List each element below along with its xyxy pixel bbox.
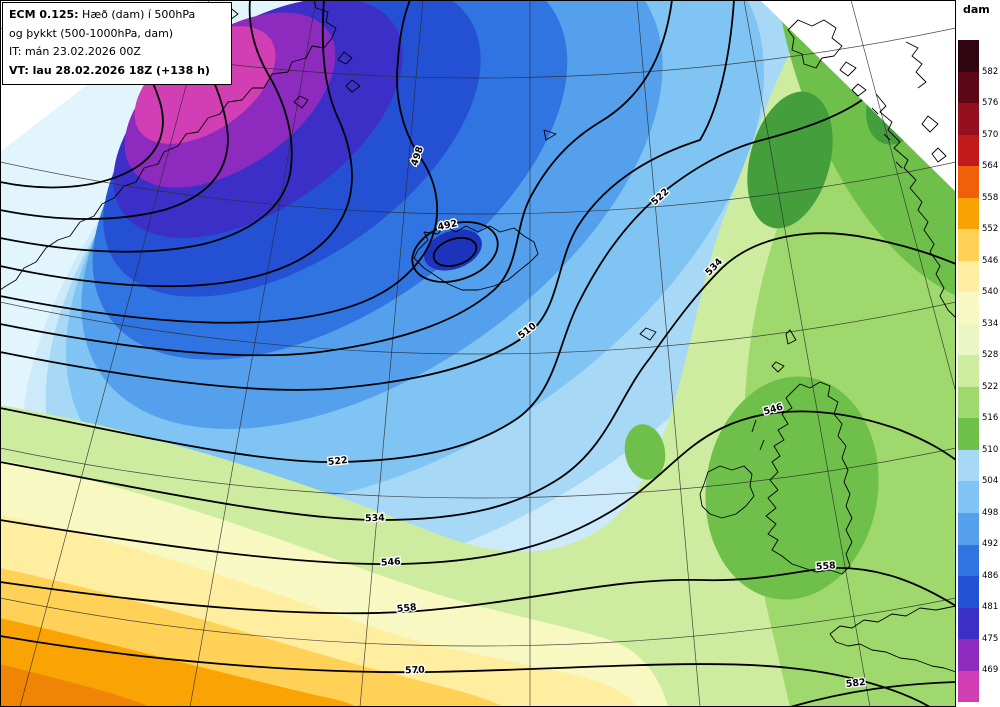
- legend-boundary-label: 510: [982, 444, 999, 455]
- legend-boundary-label: 582: [982, 66, 999, 77]
- contour-label: 558: [396, 602, 417, 615]
- legend-cell: [958, 229, 979, 261]
- legend-cell: [958, 418, 979, 450]
- info-line-2: og þykkt (500-1000hPa, dam): [9, 26, 174, 40]
- legend-boundary-label: 475: [982, 633, 999, 644]
- legend-cell: [958, 449, 979, 482]
- legend-title: dam: [963, 3, 990, 16]
- contour-label: 522: [327, 455, 348, 468]
- legend-boundary-label: 516: [982, 413, 999, 424]
- contour-label: 546: [381, 556, 402, 568]
- coastlines: [0, 0, 957, 673]
- legend-boundary-label: 570: [982, 129, 999, 140]
- legend-boundary-label: 528: [982, 350, 999, 361]
- ireland-coast: [699, 465, 755, 519]
- greenland-islets: [221, 5, 361, 109]
- legend-boundary-label: 552: [982, 224, 999, 235]
- legend-cell: [958, 544, 979, 577]
- valid-time: VT: lau 28.02.2026 18Z (+138 h): [9, 63, 210, 77]
- legend-boundary-label: 540: [982, 287, 999, 298]
- legend-boundary-label: 498: [982, 507, 999, 518]
- faroe-islands: [639, 327, 657, 341]
- legend-boundary-label: 522: [982, 381, 999, 392]
- model-name: ECM 0.125:: [9, 8, 79, 21]
- legend-cell: [958, 323, 979, 356]
- legend-cell: [958, 260, 979, 293]
- legend-boundary-label: 469: [982, 665, 999, 676]
- legend-cell: [958, 607, 979, 640]
- great-britain-coast: [765, 381, 853, 575]
- norway-coast: [875, 93, 957, 319]
- legend-cell: [958, 512, 979, 545]
- legend-cell: [958, 166, 979, 198]
- legend-cell: [958, 386, 979, 419]
- norway-islands: [871, 107, 903, 169]
- legend-cell: [958, 71, 979, 104]
- legend-boundary-label: 504: [982, 476, 999, 487]
- legend-boundary-label: 481: [982, 602, 999, 613]
- greenland-coast: [0, 0, 337, 291]
- legend-boundary-label: 564: [982, 161, 999, 172]
- legend-boundary-label: 492: [982, 539, 999, 550]
- france-coast: [829, 605, 957, 673]
- legend-boundary-label: 534: [982, 318, 999, 329]
- contour-label: 558: [816, 560, 837, 572]
- legend-cell: [958, 197, 979, 230]
- legend-cell: [958, 639, 979, 671]
- contour-label: 570: [405, 665, 426, 677]
- init-time: IT: mán 23.02.2026 00Z: [9, 45, 141, 58]
- contour-label: 534: [365, 513, 386, 525]
- svalbard-coast: [787, 19, 867, 97]
- info-box: ECM 0.125: Hæð (dam) í 500hPa og þykkt (…: [2, 2, 232, 85]
- contour-label: 582: [845, 677, 866, 690]
- legend-cell: [958, 576, 979, 608]
- legend-cell: [958, 670, 979, 703]
- legend-boundary-label: 546: [982, 255, 999, 266]
- jan-mayen: [543, 129, 557, 141]
- legend-boundary-label: 576: [982, 98, 999, 109]
- legend-cell: [958, 355, 979, 387]
- arctic-islands: [905, 41, 947, 163]
- legend-colorbar: [958, 40, 979, 703]
- parameter-name: Hæð (dam) í 500hPa: [78, 8, 196, 21]
- legend: dam 582 576 570 564 558 552 546 540 534 528 522 516…: [956, 0, 1000, 707]
- legend-cell: [958, 103, 979, 135]
- info-line-1: ECM 0.125: Hæð (dam) í 500hPa: [9, 6, 225, 25]
- legend-cell: [958, 40, 979, 72]
- scottish-isles: [751, 329, 797, 451]
- legend-cell: [958, 134, 979, 167]
- legend-cell: [958, 292, 979, 324]
- legend-boundary-label: 558: [982, 192, 999, 203]
- legend-boundary-label: 486: [982, 570, 999, 581]
- legend-cell: [958, 481, 979, 513]
